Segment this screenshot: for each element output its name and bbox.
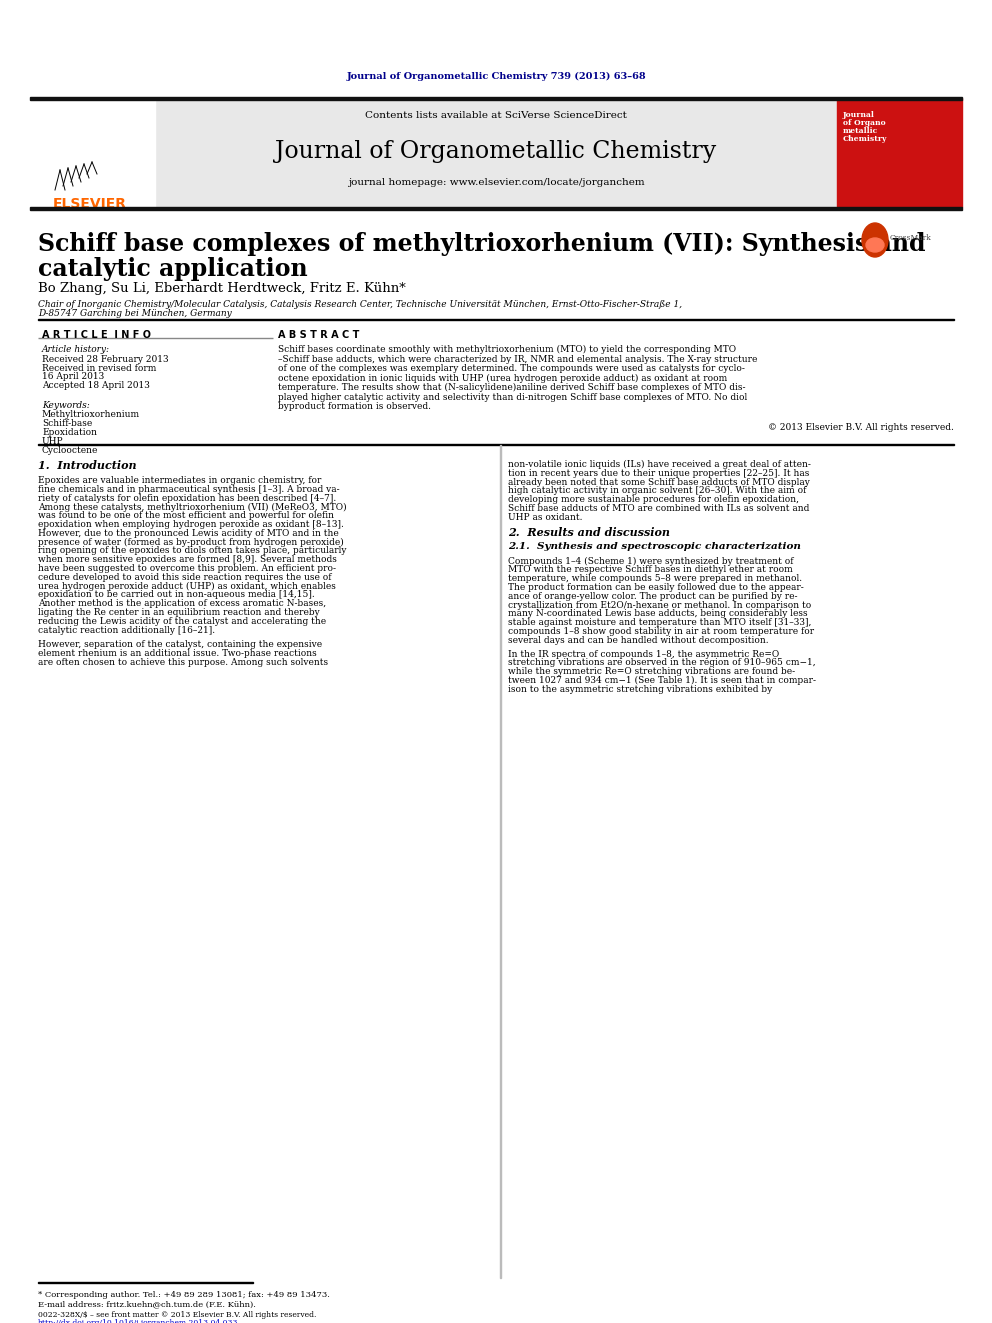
Text: epoxidation when employing hydrogen peroxide as oxidant [8–13].: epoxidation when employing hydrogen pero… bbox=[38, 520, 344, 529]
Bar bbox=[155, 98, 837, 206]
Text: Bo Zhang, Su Li, Eberhardt Herdtweck, Fritz E. Kühn*: Bo Zhang, Su Li, Eberhardt Herdtweck, Fr… bbox=[38, 282, 406, 295]
Text: Accepted 18 April 2013: Accepted 18 April 2013 bbox=[42, 381, 150, 390]
Text: Epoxides are valuable intermediates in organic chemistry, for: Epoxides are valuable intermediates in o… bbox=[38, 476, 321, 486]
Text: tion in recent years due to their unique properties [22–25]. It has: tion in recent years due to their unique… bbox=[508, 468, 809, 478]
Text: The product formation can be easily followed due to the appear-: The product formation can be easily foll… bbox=[508, 583, 804, 591]
Text: Schiff base adducts of MTO are combined with ILs as solvent and: Schiff base adducts of MTO are combined … bbox=[508, 504, 809, 513]
Text: Schiff bases coordinate smoothly with methyltrioxorhenium (MTO) to yield the cor: Schiff bases coordinate smoothly with me… bbox=[278, 345, 736, 355]
Text: UHP: UHP bbox=[42, 437, 63, 446]
Text: Among these catalysts, methyltrioxorhenium (VII) (MeReO3, MTO): Among these catalysts, methyltrioxorheni… bbox=[38, 503, 346, 512]
Text: UHP as oxidant.: UHP as oxidant. bbox=[508, 513, 582, 521]
Text: A R T I C L E  I N F O: A R T I C L E I N F O bbox=[42, 329, 151, 340]
Text: temperature. The results show that (N-salicylidene)aniline derived Schiff base c: temperature. The results show that (N-sa… bbox=[278, 382, 746, 392]
Text: Methyltrioxorhenium: Methyltrioxorhenium bbox=[42, 410, 140, 419]
Text: Journal of Organometallic Chemistry 739 (2013) 63–68: Journal of Organometallic Chemistry 739 … bbox=[346, 71, 646, 81]
Text: crystallization from Et2O/n-hexane or methanol. In comparison to: crystallization from Et2O/n-hexane or me… bbox=[508, 601, 811, 610]
Text: catalytic reaction additionally [16–21].: catalytic reaction additionally [16–21]. bbox=[38, 626, 215, 635]
Text: 2.1.  Synthesis and spectroscopic characterization: 2.1. Synthesis and spectroscopic charact… bbox=[508, 541, 801, 550]
Text: Journal of Organometallic Chemistry: Journal of Organometallic Chemistry bbox=[276, 140, 716, 163]
Text: Article history:: Article history: bbox=[42, 345, 110, 355]
Text: metallic: metallic bbox=[843, 127, 878, 135]
Text: fine chemicals and in pharmaceutical synthesis [1–3]. A broad va-: fine chemicals and in pharmaceutical syn… bbox=[38, 484, 339, 493]
Text: several days and can be handled without decomposition.: several days and can be handled without … bbox=[508, 636, 769, 644]
Text: element rhenium is an additional issue. Two-phase reactions: element rhenium is an additional issue. … bbox=[38, 650, 316, 659]
Text: In the IR spectra of compounds 1–8, the asymmetric Re=O: In the IR spectra of compounds 1–8, the … bbox=[508, 650, 780, 659]
Bar bbox=[30, 206, 962, 210]
Text: journal homepage: www.elsevier.com/locate/jorganchem: journal homepage: www.elsevier.com/locat… bbox=[347, 179, 645, 187]
Text: ELSEVIER: ELSEVIER bbox=[53, 197, 127, 210]
Text: 0022-328X/$ – see front matter © 2013 Elsevier B.V. All rights reserved.: 0022-328X/$ – see front matter © 2013 El… bbox=[38, 1311, 316, 1319]
Text: ligating the Re center in an equilibrium reaction and thereby: ligating the Re center in an equilibrium… bbox=[38, 609, 319, 617]
Text: stretching vibrations are observed in the region of 910–965 cm−1,: stretching vibrations are observed in th… bbox=[508, 659, 815, 667]
Text: Chair of Inorganic Chemistry/Molecular Catalysis, Catalysis Research Center, Tec: Chair of Inorganic Chemistry/Molecular C… bbox=[38, 300, 682, 310]
Text: stable against moisture and temperature than MTO itself [31–33],: stable against moisture and temperature … bbox=[508, 618, 811, 627]
Text: are often chosen to achieve this purpose. Among such solvents: are often chosen to achieve this purpose… bbox=[38, 658, 328, 667]
Text: urea hydrogen peroxide adduct (UHP) as oxidant, which enables: urea hydrogen peroxide adduct (UHP) as o… bbox=[38, 582, 336, 591]
Ellipse shape bbox=[862, 224, 888, 257]
Text: –Schiff base adducts, which were characterized by IR, NMR and elemental analysis: –Schiff base adducts, which were charact… bbox=[278, 355, 757, 364]
Text: catalytic application: catalytic application bbox=[38, 257, 308, 280]
Text: temperature, while compounds 5–8 were prepared in methanol.: temperature, while compounds 5–8 were pr… bbox=[508, 574, 803, 583]
Text: of Organo: of Organo bbox=[843, 119, 886, 127]
Text: ring opening of the epoxides to diols often takes place, particularly: ring opening of the epoxides to diols of… bbox=[38, 546, 346, 556]
Text: Epoxidation: Epoxidation bbox=[42, 429, 97, 437]
Text: Contents lists available at SciVerse ScienceDirect: Contents lists available at SciVerse Sci… bbox=[365, 111, 627, 120]
Text: 2.  Results and discussion: 2. Results and discussion bbox=[508, 527, 670, 537]
Text: riety of catalysts for olefin epoxidation has been described [4–7].: riety of catalysts for olefin epoxidatio… bbox=[38, 493, 336, 503]
Text: of one of the complexes was exemplary determined. The compounds were used as cat: of one of the complexes was exemplary de… bbox=[278, 364, 745, 373]
Text: Schiff base complexes of methyltrioxorhenium (VII): Synthesis and: Schiff base complexes of methyltrioxorhe… bbox=[38, 232, 926, 255]
Text: high catalytic activity in organic solvent [26–30]. With the aim of: high catalytic activity in organic solve… bbox=[508, 487, 806, 495]
Text: epoxidation to be carried out in non-aqueous media [14,15].: epoxidation to be carried out in non-aqu… bbox=[38, 590, 314, 599]
Text: reducing the Lewis acidity of the catalyst and accelerating the: reducing the Lewis acidity of the cataly… bbox=[38, 617, 326, 626]
Bar bbox=[30, 97, 962, 101]
Text: © 2013 Elsevier B.V. All rights reserved.: © 2013 Elsevier B.V. All rights reserved… bbox=[768, 423, 954, 433]
Text: many N-coordinated Lewis base adducts, being considerably less: many N-coordinated Lewis base adducts, b… bbox=[508, 610, 807, 618]
Text: http://dx.doi.org/10.1016/j.jorganchem.2013.04.033: http://dx.doi.org/10.1016/j.jorganchem.2… bbox=[38, 1319, 238, 1323]
Text: Cyclooctene: Cyclooctene bbox=[42, 446, 98, 455]
Text: Keywords:: Keywords: bbox=[42, 401, 89, 410]
Text: already been noted that some Schiff base adducts of MTO display: already been noted that some Schiff base… bbox=[508, 478, 809, 487]
Text: non-volatile ionic liquids (ILs) have received a great deal of atten-: non-volatile ionic liquids (ILs) have re… bbox=[508, 460, 810, 470]
Text: Received 28 February 2013: Received 28 February 2013 bbox=[42, 355, 169, 364]
Text: byproduct formation is observed.: byproduct formation is observed. bbox=[278, 402, 431, 411]
Bar bbox=[837, 98, 962, 206]
Text: Chemistry: Chemistry bbox=[843, 135, 888, 143]
Text: octene epoxidation in ionic liquids with UHP (urea hydrogen peroxide adduct) as : octene epoxidation in ionic liquids with… bbox=[278, 373, 727, 382]
Bar bbox=[30, 98, 155, 206]
Text: D-85747 Garching bei München, Germany: D-85747 Garching bei München, Germany bbox=[38, 310, 232, 318]
Text: have been suggested to overcome this problem. An efficient pro-: have been suggested to overcome this pro… bbox=[38, 564, 336, 573]
Text: tween 1027 and 934 cm−1 (See Table 1). It is seen that in compar-: tween 1027 and 934 cm−1 (See Table 1). I… bbox=[508, 676, 816, 685]
Text: presence of water (formed as by-product from hydrogen peroxide): presence of water (formed as by-product … bbox=[38, 537, 344, 546]
Text: * Corresponding author. Tel.: +49 89 289 13081; fax: +49 89 13473.: * Corresponding author. Tel.: +49 89 289… bbox=[38, 1291, 330, 1299]
Text: MTO with the respective Schiff bases in diethyl ether at room: MTO with the respective Schiff bases in … bbox=[508, 565, 793, 574]
Text: A B S T R A C T: A B S T R A C T bbox=[278, 329, 359, 340]
Ellipse shape bbox=[866, 238, 884, 251]
Text: ison to the asymmetric stretching vibrations exhibited by: ison to the asymmetric stretching vibrat… bbox=[508, 685, 772, 693]
Text: while the symmetric Re=O stretching vibrations are found be-: while the symmetric Re=O stretching vibr… bbox=[508, 667, 796, 676]
Text: 16 April 2013: 16 April 2013 bbox=[42, 372, 104, 381]
Text: Compounds 1–4 (Scheme 1) were synthesized by treatment of: Compounds 1–4 (Scheme 1) were synthesize… bbox=[508, 557, 794, 566]
Text: ance of orange-yellow color. The product can be purified by re-: ance of orange-yellow color. The product… bbox=[508, 591, 798, 601]
Text: was found to be one of the most efficient and powerful for olefin: was found to be one of the most efficien… bbox=[38, 511, 334, 520]
Text: Schiff-base: Schiff-base bbox=[42, 419, 92, 429]
Text: played higher catalytic activity and selectivity than di-nitrogen Schiff base co: played higher catalytic activity and sel… bbox=[278, 393, 747, 401]
Text: However, due to the pronounced Lewis acidity of MTO and in the: However, due to the pronounced Lewis aci… bbox=[38, 529, 338, 538]
Text: developing more sustainable procedures for olefin epoxidation,: developing more sustainable procedures f… bbox=[508, 495, 799, 504]
Text: 1.  Introduction: 1. Introduction bbox=[38, 460, 137, 471]
Text: Another method is the application of excess aromatic N-bases,: Another method is the application of exc… bbox=[38, 599, 326, 609]
Text: However, separation of the catalyst, containing the expensive: However, separation of the catalyst, con… bbox=[38, 640, 322, 650]
Text: CrossMark: CrossMark bbox=[890, 234, 931, 242]
Text: Journal: Journal bbox=[843, 111, 875, 119]
Text: when more sensitive epoxides are formed [8,9]. Several methods: when more sensitive epoxides are formed … bbox=[38, 556, 337, 564]
Text: E-mail address: fritz.kuehn@ch.tum.de (F.E. Kühn).: E-mail address: fritz.kuehn@ch.tum.de (F… bbox=[38, 1301, 256, 1308]
Text: compounds 1–8 show good stability in air at room temperature for: compounds 1–8 show good stability in air… bbox=[508, 627, 814, 636]
Text: Received in revised form: Received in revised form bbox=[42, 364, 157, 373]
Text: cedure developed to avoid this side reaction requires the use of: cedure developed to avoid this side reac… bbox=[38, 573, 331, 582]
